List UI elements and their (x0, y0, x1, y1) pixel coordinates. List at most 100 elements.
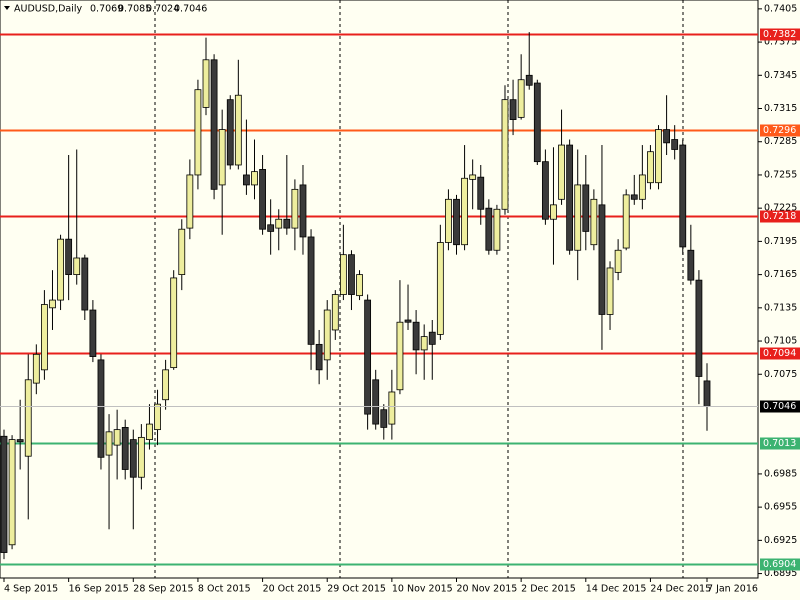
candle-body (162, 369, 170, 401)
candle-body (356, 274, 363, 297)
candle-body (339, 254, 347, 295)
candle-body (663, 129, 670, 144)
y-tick-label: 0.7345 (764, 70, 797, 81)
level-marker (760, 347, 800, 360)
candle-body (113, 429, 121, 446)
candle-body (243, 174, 250, 186)
menu-arrow[interactable] (4, 6, 10, 10)
candle-body (687, 249, 695, 281)
candle-body (348, 254, 355, 295)
level-marker (760, 210, 800, 223)
candle-body (41, 304, 48, 371)
candle-body (453, 198, 460, 246)
candle-body (129, 439, 137, 478)
x-tick-label: 4 Sep 2015 (4, 584, 58, 595)
x-tick-label: 8 Oct 2015 (198, 584, 251, 595)
candle-body (436, 242, 444, 335)
x-tick-label: 14 Dec 2015 (586, 584, 647, 595)
candle-body (331, 294, 339, 331)
candle-body (574, 184, 582, 251)
candle-body (428, 331, 436, 345)
candle-body (558, 144, 565, 200)
x-tick-label: 24 Dec 2015 (650, 584, 711, 595)
candle-body (388, 391, 396, 425)
candle-body (703, 380, 711, 407)
candle-body (24, 379, 32, 457)
candle-body (412, 321, 420, 351)
header-open: 0.7069 (90, 4, 123, 15)
y-tick-label: 0.7315 (764, 103, 797, 114)
candle-body (550, 204, 557, 220)
x-tick-label: 28 Sep 2015 (133, 584, 193, 595)
candle-body (218, 129, 226, 186)
candle-body (501, 99, 509, 210)
candle-body (8, 439, 16, 546)
candle-body (533, 82, 541, 163)
candle-body (251, 171, 258, 186)
candle-body (170, 277, 178, 369)
candle-body (65, 238, 73, 276)
y-tick-label: 0.6985 (764, 468, 797, 479)
candle-body (0, 435, 8, 553)
candle-body (137, 436, 145, 478)
candle-body (695, 279, 703, 377)
candle-body (566, 144, 574, 251)
header-high: 0.7085 (118, 4, 151, 15)
candle-body (299, 184, 307, 238)
candle-body (81, 257, 89, 311)
candle-body (671, 139, 679, 150)
candle-body (525, 74, 533, 86)
y-tick-label: 0.7075 (764, 369, 797, 380)
candle-body (259, 169, 266, 230)
y-tick-label: 0.7225 (764, 203, 797, 214)
y-tick-label: 0.7255 (764, 169, 797, 180)
candle-body (509, 99, 517, 120)
candle-body (630, 194, 638, 200)
candle-body (517, 79, 525, 118)
candle-body (178, 228, 186, 276)
level-label: 0.7296 (763, 125, 796, 136)
x-tick-label: 16 Sep 2015 (69, 584, 129, 595)
x-tick-label: 7 Jan 2016 (707, 584, 758, 595)
candle-body (445, 198, 452, 243)
candle-body (485, 207, 493, 251)
candle-body (622, 194, 630, 249)
candle-body (420, 336, 428, 351)
candle-body (291, 188, 299, 229)
candle-body (234, 94, 242, 166)
candle-body (89, 309, 97, 357)
plot-frame (0, 0, 759, 579)
level-marker (760, 437, 800, 450)
candle-body (469, 174, 477, 180)
candle-body (16, 439, 24, 443)
candle-body (105, 431, 113, 456)
x-tick-label: 29 Oct 2015 (327, 584, 386, 595)
candle-body (202, 59, 210, 108)
chart-title: AUDUSD,Daily (14, 4, 83, 15)
candle-body (638, 174, 646, 200)
candle-body (380, 409, 388, 428)
y-tick-label: 0.7195 (764, 236, 797, 247)
candle-body (97, 359, 105, 458)
level-label: 0.7382 (763, 29, 796, 40)
candle-body (73, 257, 81, 276)
y-tick-label: 0.7105 (764, 336, 797, 347)
candle-body (647, 151, 654, 184)
last-price-marker (760, 400, 800, 413)
candle-body (364, 299, 372, 415)
candle-body (121, 427, 129, 470)
candle-body (493, 208, 501, 251)
y-tick-label: 0.7285 (764, 136, 797, 147)
candle-body (307, 236, 315, 345)
candle-body (226, 99, 234, 166)
level-marker (760, 28, 800, 41)
y-tick-label: 0.6925 (764, 535, 797, 546)
level-label: 0.7013 (763, 438, 796, 449)
candle-body (146, 423, 153, 440)
candle-body (267, 224, 275, 232)
level-label: 0.7218 (763, 211, 796, 222)
y-tick-label: 0.6895 (764, 568, 797, 579)
level-marker (760, 558, 800, 571)
x-tick-label: 2 Dec 2015 (521, 584, 576, 595)
